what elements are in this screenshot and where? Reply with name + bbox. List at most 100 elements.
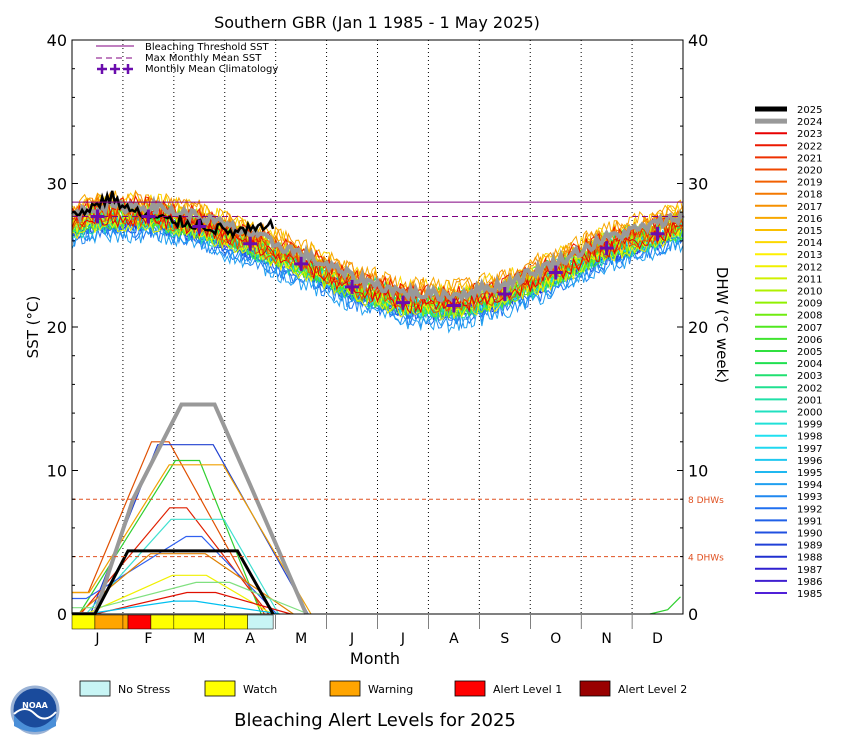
x-tick-label: D — [652, 631, 663, 647]
year-legend-label: 1994 — [797, 480, 822, 491]
year-legend-label: 2010 — [797, 287, 822, 298]
dhw-line — [72, 581, 309, 615]
alert-bar — [71, 614, 633, 630]
year-legend-label: 2021 — [797, 153, 822, 164]
alert-level-label: Alert Level 1 — [493, 683, 562, 696]
year-legend-label: 1993 — [797, 492, 822, 503]
legend-label: Max Monthly Mean SST — [145, 53, 262, 64]
x-tick-label: S — [500, 631, 509, 647]
footer-title: Bleaching Alert Levels for 2025 — [234, 710, 516, 731]
year-legend-label: 2016 — [797, 214, 822, 225]
year-legend-label: 2020 — [797, 166, 822, 177]
alert-bar-segment — [247, 614, 274, 630]
year-legend-label: 2006 — [797, 335, 822, 346]
year-legend-label: 2019 — [797, 178, 822, 189]
year-legend-label: 2002 — [797, 383, 822, 394]
year-legend-label: 2001 — [797, 395, 822, 406]
y-tick-label-right: 40 — [688, 31, 708, 50]
y-axis-left-label: SST (°C) — [24, 296, 42, 359]
alert-bar-segment — [127, 614, 152, 630]
year-legend-label: 2018 — [797, 190, 822, 201]
y-tick-label-left: 0 — [57, 605, 67, 624]
legend-label: Bleaching Threshold SST — [145, 42, 270, 53]
dhw-line — [72, 535, 278, 615]
sst-line-2012 — [71, 213, 684, 321]
year-legend-label: 2009 — [797, 299, 822, 310]
alert-bar-segment — [71, 614, 96, 630]
year-legend-label: 2000 — [797, 408, 822, 419]
alert-level-label: No Stress — [118, 683, 171, 696]
year-legend-label: 1998 — [797, 432, 822, 443]
sst-line-2024 — [70, 195, 685, 305]
year-legend-label: 2003 — [797, 371, 822, 382]
dhw-threshold-label: 4 DHWs — [688, 554, 724, 564]
sst-series — [70, 189, 685, 334]
year-legend-label: 1988 — [797, 553, 822, 564]
legend-label: Monthly Mean Climatology — [145, 64, 278, 75]
year-legend-label: 2024 — [797, 117, 822, 128]
y-tick-label-left: 40 — [47, 31, 67, 50]
alert-level-swatch — [79, 680, 111, 697]
climatology-marker — [141, 209, 156, 224]
year-legend-label: 2008 — [797, 311, 822, 322]
x-tick-label: M — [193, 631, 205, 647]
x-tick-label: A — [449, 631, 459, 647]
year-legend-label: 2012 — [797, 262, 822, 273]
dhw-line — [72, 600, 280, 615]
y-tick-label-right: 30 — [688, 175, 708, 194]
year-legend-label: 1991 — [797, 516, 822, 527]
year-legend-label: 1997 — [797, 444, 822, 455]
dhw-series — [72, 402, 681, 616]
y-tick-label-left: 30 — [47, 175, 67, 194]
alert-level-legend: No Stress Watch Warning Alert Level 1 Alert … — [79, 680, 687, 697]
year-legend-label: 1996 — [797, 456, 822, 467]
year-legend-label: 2015 — [797, 226, 822, 237]
y-tick-label-left: 20 — [47, 318, 67, 337]
sst-line-2025 — [71, 190, 275, 240]
alert-level-swatch — [454, 680, 486, 697]
climatology-marker — [345, 279, 360, 294]
x-tick-label: N — [601, 631, 611, 647]
y-tick-label-right: 20 — [688, 318, 708, 337]
legend-swatch-climatology — [123, 64, 133, 74]
month-gridlines — [122, 40, 633, 614]
climatology-marker — [90, 209, 105, 224]
year-legend-label: 1990 — [797, 529, 822, 540]
year-legend-label: 2011 — [797, 274, 822, 285]
y-tick-label-right: 10 — [688, 462, 708, 481]
x-tick-label: O — [550, 631, 561, 647]
year-legend-label: 1989 — [797, 541, 822, 552]
year-legend-label: 2022 — [797, 141, 822, 152]
alert-bar-segment — [150, 614, 248, 630]
alert-level-swatch — [204, 680, 236, 697]
legend-swatch-climatology — [97, 64, 107, 74]
alert-level-label: Watch — [243, 683, 277, 696]
x-tick-label: J — [400, 631, 405, 647]
alert-level-swatch — [579, 680, 611, 697]
climatology-marker — [599, 241, 614, 256]
dhw-line-2024 — [72, 402, 309, 616]
year-legend-label: 2013 — [797, 250, 822, 261]
year-legend-label: 1987 — [797, 565, 822, 576]
noaa-logo: NOAA — [10, 685, 60, 735]
year-legend-label: 2023 — [797, 129, 822, 140]
year-legend-label: 2005 — [797, 347, 822, 358]
legend-swatch-climatology — [110, 64, 120, 74]
climatology-marker — [497, 286, 512, 301]
dhw-threshold-label: 8 DHWs — [688, 496, 724, 506]
y-tick-label-left: 10 — [47, 462, 67, 481]
chart-title: Southern GBR (Jan 1 1985 - 1 May 2025) — [214, 13, 540, 32]
year-legend-label: 1999 — [797, 420, 822, 431]
y-tick-label-right: 0 — [688, 605, 698, 624]
climatology-marker — [243, 236, 258, 251]
climatology-marker — [395, 295, 410, 310]
climatology-marker — [294, 256, 309, 271]
year-legend-label: 2014 — [797, 238, 822, 249]
climatology-marker — [446, 298, 461, 313]
alert-level-label: Alert Level 2 — [618, 683, 687, 696]
x-tick-label: A — [245, 631, 255, 647]
x-axis-label: Month — [350, 649, 400, 668]
